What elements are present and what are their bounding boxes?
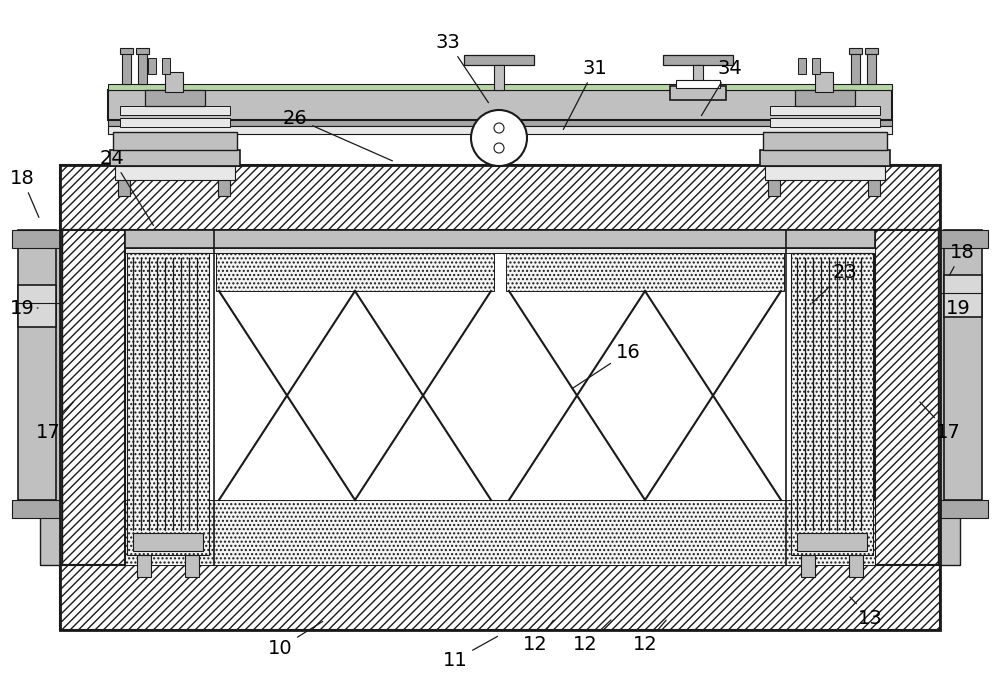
Bar — [108, 90, 892, 120]
Bar — [763, 132, 887, 150]
Bar — [133, 533, 203, 551]
Bar — [120, 48, 133, 54]
Bar — [18, 230, 56, 500]
Bar — [115, 166, 235, 180]
Bar — [944, 275, 982, 317]
Bar — [849, 555, 863, 577]
Bar — [125, 230, 875, 565]
Bar — [815, 72, 833, 92]
Text: 17: 17 — [36, 402, 73, 441]
Bar — [849, 48, 862, 54]
Bar — [125, 248, 875, 253]
Text: 11: 11 — [443, 637, 498, 669]
Bar — [120, 106, 230, 115]
Bar — [768, 166, 780, 196]
Bar — [938, 500, 988, 518]
Bar — [162, 58, 170, 74]
Bar — [760, 150, 890, 166]
Bar — [865, 48, 878, 54]
Text: 31: 31 — [563, 58, 607, 129]
Bar — [138, 52, 147, 84]
Bar — [12, 230, 62, 248]
Bar — [676, 80, 720, 88]
Bar — [18, 285, 56, 327]
Bar — [506, 253, 784, 291]
Bar — [185, 555, 199, 577]
Bar — [60, 165, 940, 230]
Bar — [798, 58, 806, 74]
Bar — [148, 58, 156, 74]
Text: 26: 26 — [283, 108, 392, 161]
Bar — [801, 555, 815, 577]
Text: 19: 19 — [10, 298, 38, 318]
Bar — [670, 86, 726, 100]
Text: 13: 13 — [850, 597, 882, 628]
Text: 18: 18 — [10, 168, 39, 218]
Bar — [110, 150, 240, 166]
Bar — [60, 165, 940, 630]
Bar — [118, 166, 130, 196]
Bar — [216, 253, 494, 291]
Text: 34: 34 — [701, 58, 742, 115]
Circle shape — [494, 123, 504, 133]
Circle shape — [494, 143, 504, 153]
Bar — [125, 500, 875, 565]
Bar — [122, 52, 131, 84]
Circle shape — [471, 110, 527, 166]
Bar — [765, 166, 885, 180]
Bar — [113, 132, 237, 150]
Bar — [108, 120, 892, 126]
Text: 19: 19 — [940, 298, 970, 318]
Bar — [867, 52, 876, 84]
Bar — [770, 106, 880, 115]
Bar — [136, 48, 149, 54]
Bar — [791, 253, 873, 555]
Bar — [218, 166, 230, 196]
Bar — [938, 230, 960, 565]
Bar — [12, 500, 62, 518]
Text: 12: 12 — [633, 620, 666, 655]
Bar — [145, 90, 205, 106]
Bar — [120, 118, 230, 127]
Bar — [663, 55, 733, 65]
Text: 23: 23 — [812, 263, 857, 303]
Bar — [770, 118, 880, 127]
Bar — [464, 55, 534, 65]
Bar — [108, 126, 892, 134]
Bar — [127, 253, 209, 555]
Bar — [944, 230, 982, 500]
Bar — [165, 72, 183, 92]
Bar — [868, 166, 880, 196]
Bar — [40, 230, 62, 565]
Bar — [60, 165, 940, 630]
Bar — [851, 52, 860, 84]
Bar — [795, 90, 855, 106]
Bar — [875, 230, 940, 565]
Text: 10: 10 — [268, 621, 323, 657]
Text: 24: 24 — [100, 149, 154, 226]
Bar — [60, 565, 940, 630]
Bar — [137, 555, 151, 577]
Bar — [108, 84, 892, 90]
Bar — [797, 533, 867, 551]
Bar — [494, 65, 504, 90]
Text: 17: 17 — [920, 402, 960, 441]
Text: 12: 12 — [523, 620, 553, 655]
Bar — [693, 65, 703, 90]
Text: 33: 33 — [436, 33, 488, 103]
Bar — [60, 230, 125, 565]
Text: 12: 12 — [573, 620, 611, 655]
Text: 18: 18 — [949, 243, 974, 275]
Bar — [125, 230, 875, 248]
Bar — [938, 230, 988, 248]
Bar — [812, 58, 820, 74]
Text: 16: 16 — [572, 343, 640, 389]
